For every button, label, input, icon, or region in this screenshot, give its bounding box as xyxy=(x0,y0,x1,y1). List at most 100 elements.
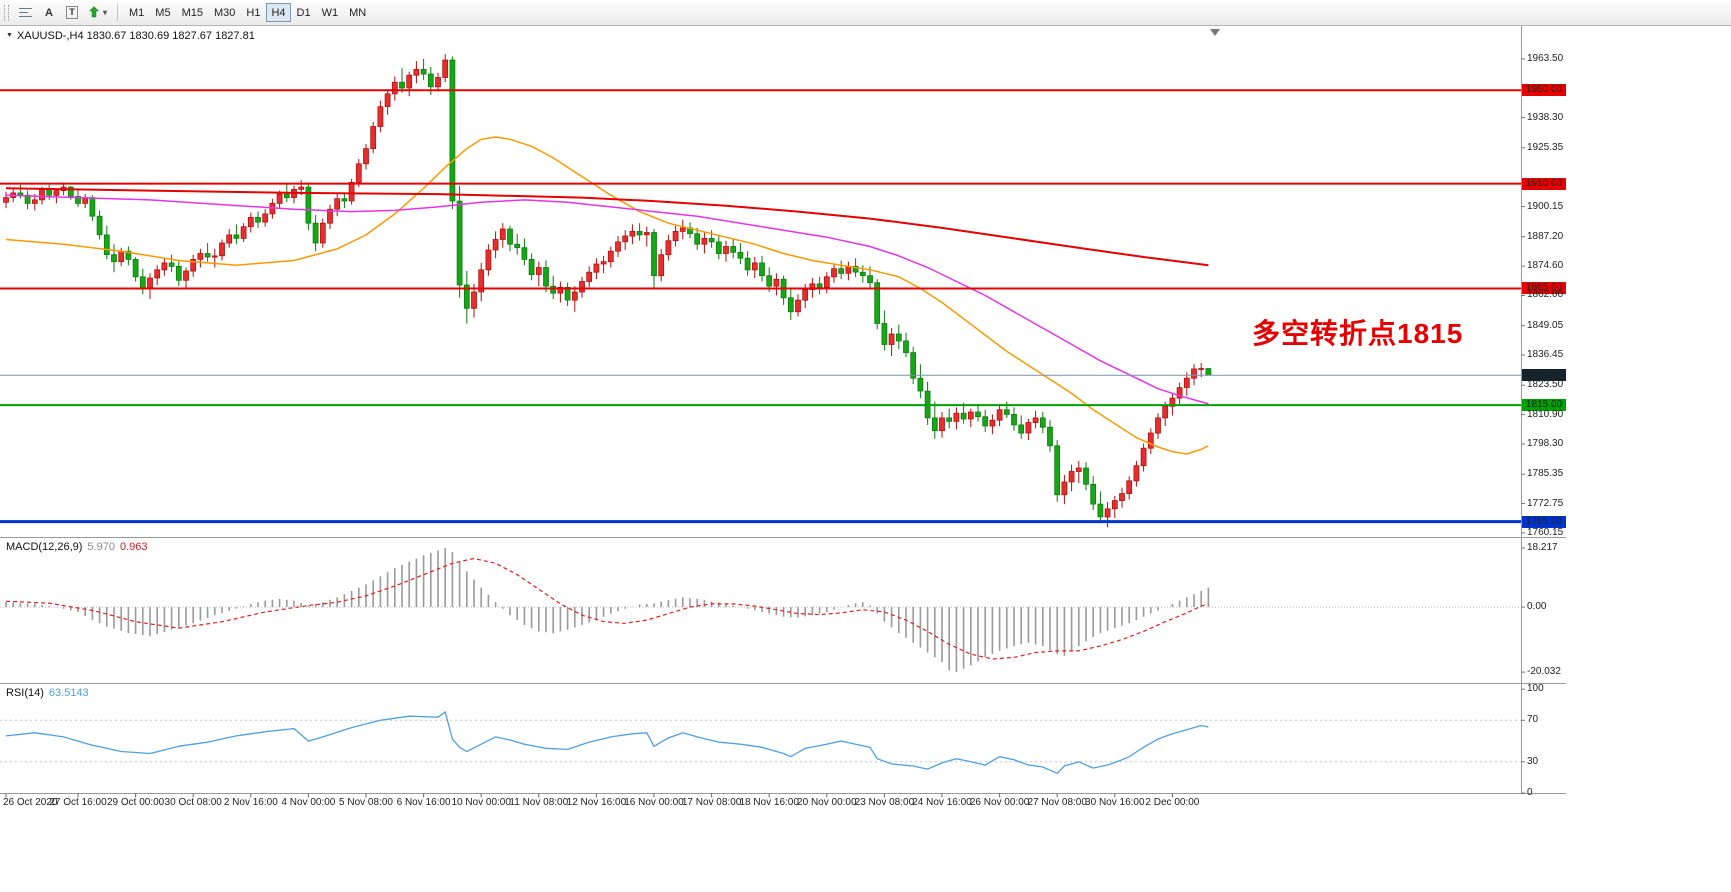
candle-up xyxy=(161,262,168,271)
timeframe-h4-button[interactable]: H4 xyxy=(266,3,291,22)
candle-down xyxy=(960,412,967,420)
candle-up xyxy=(240,226,247,239)
candle-up xyxy=(1162,405,1169,419)
insert-label-button[interactable]: T xyxy=(61,3,83,23)
candle-down xyxy=(550,285,557,294)
candle-down xyxy=(1047,426,1053,447)
candle-down xyxy=(67,186,74,197)
candle-up xyxy=(3,197,9,203)
candle-up xyxy=(1068,471,1075,483)
candle-down xyxy=(917,377,924,392)
candle-up xyxy=(262,213,269,223)
candle-up xyxy=(1119,493,1125,501)
candle-down xyxy=(564,286,571,301)
arrows-tool-button[interactable]: ▾ xyxy=(84,3,111,23)
candle-down xyxy=(514,243,521,249)
candle-down xyxy=(46,189,53,196)
candle-down xyxy=(427,73,434,88)
insert-text-label: A xyxy=(45,6,53,19)
candle-down xyxy=(1090,483,1097,505)
candle-up xyxy=(355,163,362,183)
candle-up xyxy=(370,126,377,149)
candle-up xyxy=(348,182,355,202)
timeframe-m15-button[interactable]: M15 xyxy=(177,3,208,22)
candle-down xyxy=(543,267,549,287)
candle-up xyxy=(219,242,225,257)
candle-up xyxy=(773,278,780,287)
timeframe-d1-button[interactable]: D1 xyxy=(292,3,316,22)
timeframe-h1-button[interactable]: H1 xyxy=(241,3,265,22)
insert-text-button[interactable]: A xyxy=(38,3,60,23)
candle-up xyxy=(679,227,686,232)
chart-shift-marker-icon[interactable] xyxy=(1210,29,1220,36)
candle-up xyxy=(672,231,679,242)
candle-down xyxy=(874,282,881,324)
candle-down xyxy=(341,198,348,202)
ma-slow-red xyxy=(5,187,1209,267)
candle-up xyxy=(211,255,218,258)
candle-up xyxy=(1169,397,1176,407)
candle-down xyxy=(737,252,744,259)
candle-up xyxy=(629,231,636,237)
candle-down xyxy=(96,215,103,236)
candle-up xyxy=(190,259,197,272)
candle-up xyxy=(413,69,420,76)
macd-signal-value: 0.963 xyxy=(119,541,148,553)
candle-up xyxy=(939,417,945,432)
candle-up xyxy=(1075,467,1082,472)
candle-up xyxy=(622,235,629,243)
candle-up xyxy=(384,93,391,107)
candle-up xyxy=(147,277,153,289)
timeframe-m5-button[interactable]: M5 xyxy=(150,3,175,22)
candle-up xyxy=(1140,447,1147,467)
candle-up xyxy=(435,77,441,88)
timeframe-m30-button[interactable]: M30 xyxy=(209,3,240,22)
toolbar-drag-handle[interactable] xyxy=(4,4,9,21)
fibonacci-tool-button[interactable] xyxy=(14,3,37,23)
timeframe-m1-button[interactable]: M1 xyxy=(124,3,149,22)
candle-up xyxy=(1191,368,1197,379)
candle-down xyxy=(449,59,456,202)
candle-up xyxy=(442,59,449,78)
candle-down xyxy=(103,234,110,256)
candle-up xyxy=(118,250,125,263)
candle-down xyxy=(528,259,535,275)
candle-down xyxy=(507,228,513,245)
candle-up xyxy=(665,240,672,256)
macd-signal-line xyxy=(5,557,1209,660)
candle-down xyxy=(89,197,96,217)
candle-down xyxy=(255,217,261,223)
candle-down xyxy=(895,333,902,342)
candle-up xyxy=(751,262,758,271)
candle-down xyxy=(636,231,643,236)
candle-down xyxy=(759,262,765,277)
candle-down xyxy=(132,259,139,278)
candle-up xyxy=(1126,480,1133,494)
candle-up xyxy=(643,232,650,236)
candle-up xyxy=(1133,465,1140,482)
candle-up xyxy=(888,333,895,345)
candle-up xyxy=(557,286,564,294)
candle-down xyxy=(744,257,751,271)
candle-up xyxy=(363,148,369,165)
candle-up xyxy=(607,250,614,263)
candle-down xyxy=(420,69,427,75)
candle-down xyxy=(715,241,722,254)
candle-down xyxy=(111,254,117,263)
candle-down xyxy=(1097,503,1104,518)
timeframe-mn-button[interactable]: MN xyxy=(344,3,371,22)
candle-up xyxy=(586,271,593,282)
candle-down xyxy=(910,352,917,379)
candle-up xyxy=(795,299,801,313)
candle-down xyxy=(903,340,909,353)
candle-down xyxy=(838,268,845,274)
candle-up xyxy=(600,261,607,265)
timeframe-w1-button[interactable]: W1 xyxy=(317,3,344,22)
candle-up xyxy=(535,267,542,275)
candle-up xyxy=(1198,368,1205,370)
macd-name: MACD(12,26,9) xyxy=(6,541,83,553)
dropdown-caret-icon: ▾ xyxy=(103,8,108,17)
candle-down xyxy=(312,222,319,244)
chart-annotation-text: 多空转折点1815 xyxy=(1252,318,1464,349)
